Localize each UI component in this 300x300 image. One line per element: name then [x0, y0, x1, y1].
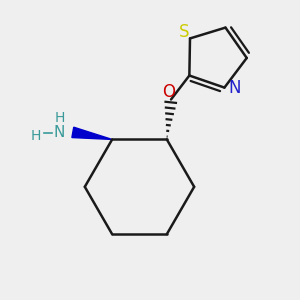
Polygon shape — [72, 127, 112, 140]
Text: S: S — [178, 23, 189, 41]
Text: H: H — [31, 128, 41, 142]
Text: O: O — [162, 83, 176, 101]
Text: N: N — [53, 125, 65, 140]
Text: H: H — [55, 111, 65, 124]
Text: N: N — [229, 79, 241, 97]
